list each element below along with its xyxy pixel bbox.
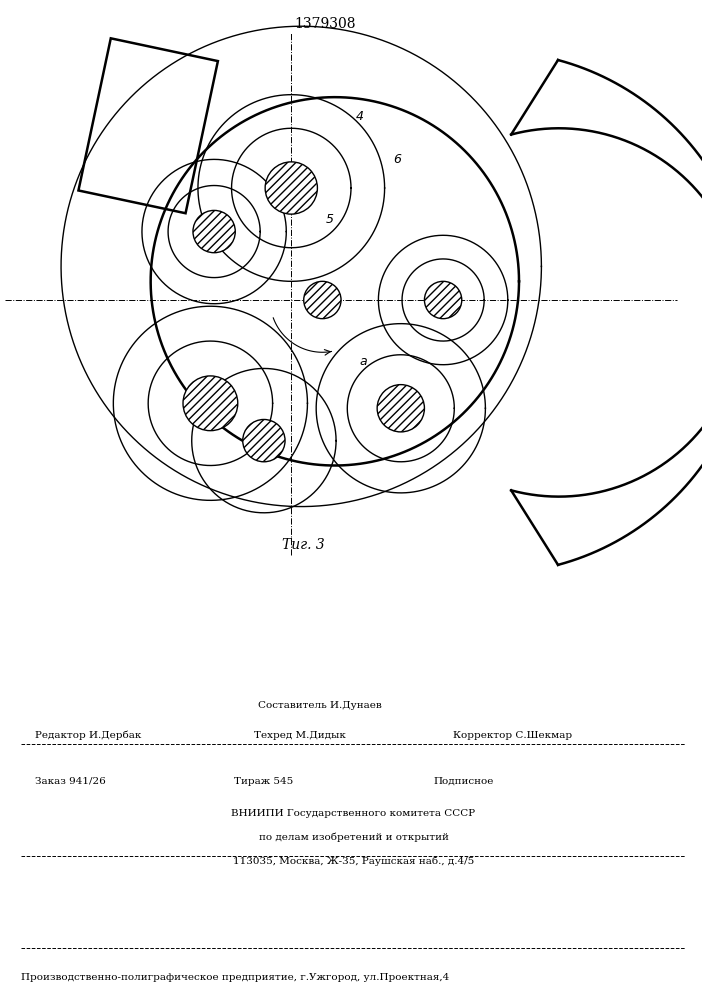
Text: 1379308: 1379308 — [295, 17, 356, 31]
Circle shape — [243, 419, 285, 462]
Circle shape — [304, 281, 341, 319]
Circle shape — [424, 281, 462, 319]
Text: Корректор С.Шекмар: Корректор С.Шекмар — [453, 731, 572, 740]
Text: a: a — [360, 355, 368, 368]
Text: Τиг. 3: Τиг. 3 — [282, 538, 325, 552]
Text: Подписное: Подписное — [433, 777, 493, 786]
Text: Производственно-полиграфическое предприятие, г.Ужгород, ул.Проектная,4: Производственно-полиграфическое предприя… — [21, 973, 450, 982]
Text: ВНИИПИ Государственного комитета СССР: ВНИИПИ Государственного комитета СССР — [231, 809, 476, 818]
Circle shape — [193, 210, 235, 253]
Text: Редактор И.Дербак: Редактор И.Дербак — [35, 730, 141, 740]
Circle shape — [265, 162, 317, 214]
Text: 5: 5 — [326, 213, 334, 226]
Text: Техред М.Дидык: Техред М.Дидык — [254, 731, 346, 740]
Circle shape — [377, 385, 424, 432]
Text: Составитель И.Дунаев: Составитель И.Дунаев — [258, 701, 382, 710]
Text: по делам изобретений и открытий: по делам изобретений и открытий — [259, 832, 448, 842]
Circle shape — [183, 376, 238, 431]
Text: 4: 4 — [356, 110, 364, 123]
Text: 113035, Москва, Ж-35, Раушская наб., д.4/5: 113035, Москва, Ж-35, Раушская наб., д.4… — [233, 856, 474, 866]
Text: 6: 6 — [393, 153, 402, 166]
Text: Тираж 545: Тираж 545 — [234, 777, 293, 786]
Text: Заказ 941/26: Заказ 941/26 — [35, 777, 105, 786]
